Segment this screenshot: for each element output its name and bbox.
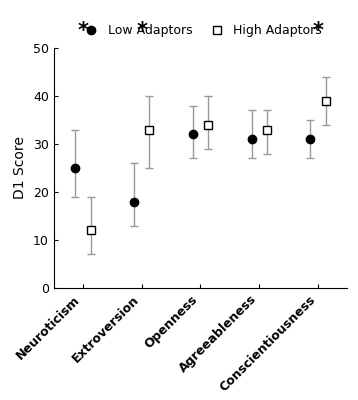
Text: *: * — [136, 21, 147, 41]
Text: *: * — [78, 21, 88, 41]
Text: *: * — [313, 21, 323, 41]
Legend: Low Adaptors, High Adaptors: Low Adaptors, High Adaptors — [79, 24, 322, 37]
Y-axis label: D1 Score: D1 Score — [13, 136, 27, 200]
